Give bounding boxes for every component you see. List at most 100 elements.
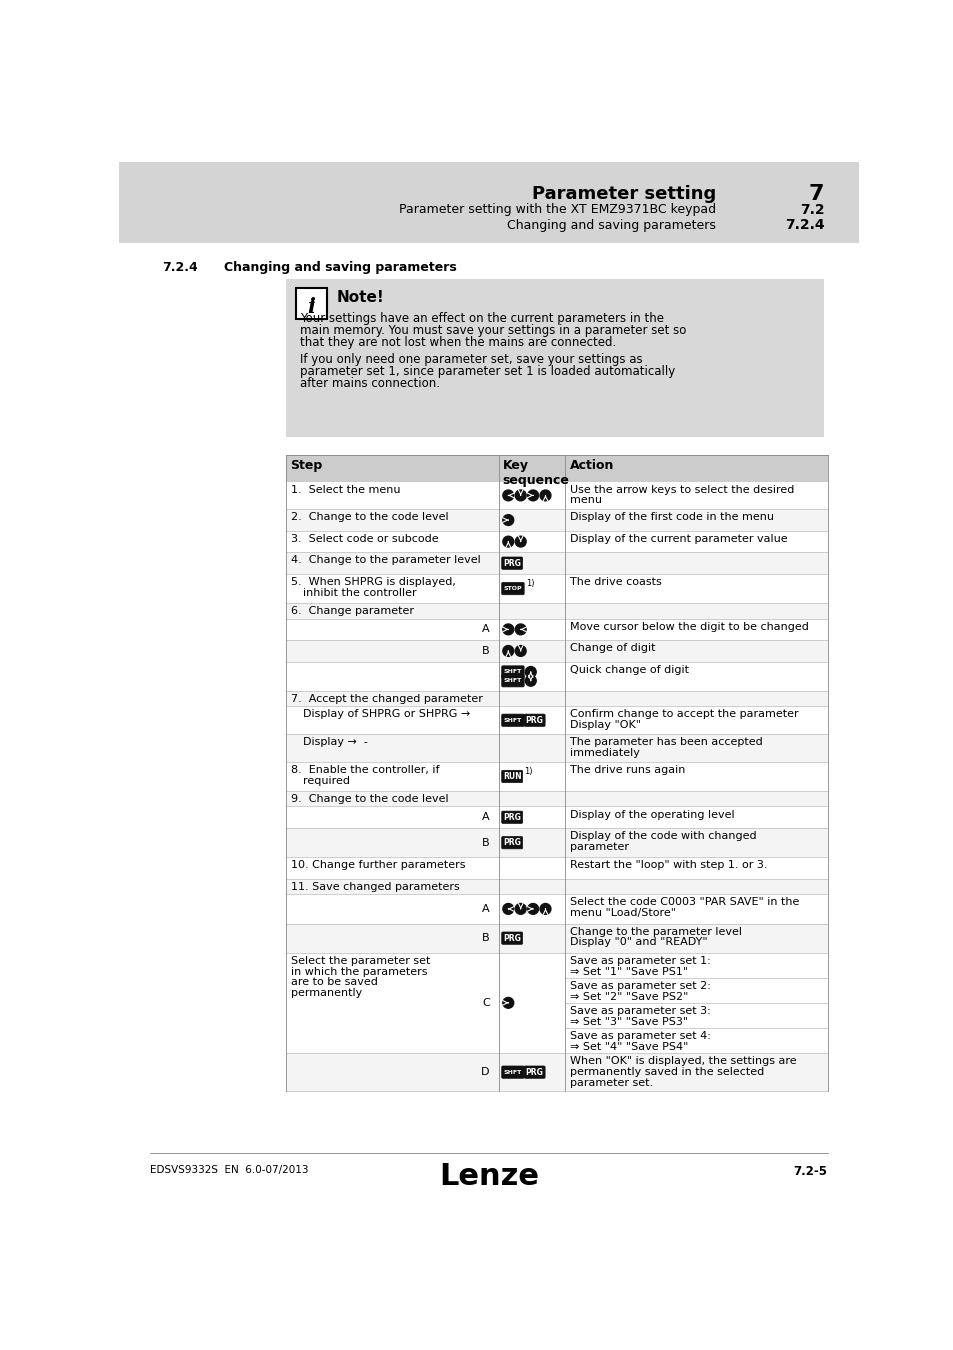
Text: 4.  Change to the parameter level: 4. Change to the parameter level: [291, 555, 479, 566]
Circle shape: [502, 903, 513, 914]
Text: parameter: parameter: [569, 842, 628, 852]
Text: PRG: PRG: [525, 716, 543, 725]
Text: 1): 1): [525, 579, 534, 589]
Text: The drive coasts: The drive coasts: [569, 576, 660, 587]
Bar: [286, 603, 827, 618]
Text: 2.  Change to the code level: 2. Change to the code level: [291, 513, 448, 522]
Circle shape: [502, 624, 513, 634]
Bar: [286, 879, 827, 894]
Text: 7.2: 7.2: [799, 202, 823, 217]
Bar: [286, 279, 823, 437]
Text: 5.  When SHPRG is displayed,: 5. When SHPRG is displayed,: [291, 576, 455, 587]
Circle shape: [502, 490, 513, 501]
Text: The parameter has been accepted: The parameter has been accepted: [569, 737, 761, 747]
Text: Save as parameter set 3:: Save as parameter set 3:: [569, 1006, 710, 1017]
Circle shape: [527, 903, 537, 914]
Text: Key
sequence: Key sequence: [502, 459, 569, 487]
Text: Display of the current parameter value: Display of the current parameter value: [569, 533, 786, 544]
Text: in which the parameters: in which the parameters: [291, 967, 427, 976]
Text: Use the arrow keys to select the desired: Use the arrow keys to select the desired: [569, 485, 793, 494]
Bar: [286, 734, 827, 761]
Bar: [286, 923, 827, 953]
Bar: [286, 640, 827, 662]
Text: SHFT: SHFT: [503, 1069, 521, 1075]
Text: Action: Action: [569, 459, 614, 472]
Text: B: B: [481, 933, 489, 944]
Text: SHFT: SHFT: [503, 670, 521, 675]
Text: STOP: STOP: [503, 586, 521, 591]
Text: B: B: [481, 838, 489, 848]
Circle shape: [525, 667, 536, 678]
Circle shape: [539, 903, 550, 914]
Bar: [295, 289, 327, 319]
Text: ⇒ Set "4" "Save PS4": ⇒ Set "4" "Save PS4": [569, 1042, 687, 1052]
Text: that they are not lost when the mains are connected.: that they are not lost when the mains ar…: [299, 336, 616, 350]
Bar: [286, 662, 827, 691]
Text: Display of the operating level: Display of the operating level: [569, 810, 734, 819]
Text: SHFT: SHFT: [503, 678, 521, 683]
Bar: [286, 791, 827, 806]
Text: 7.2.4: 7.2.4: [784, 219, 823, 232]
Text: Move cursor below the digit to be changed: Move cursor below the digit to be change…: [569, 622, 807, 632]
Circle shape: [515, 903, 525, 914]
FancyBboxPatch shape: [501, 675, 523, 687]
Text: 7.  Accept the changed parameter: 7. Accept the changed parameter: [291, 694, 482, 705]
Text: 7.2-5: 7.2-5: [793, 1165, 827, 1179]
Text: Confirm change to accept the parameter: Confirm change to accept the parameter: [569, 710, 798, 720]
Text: RUN: RUN: [502, 772, 521, 780]
Text: 1.  Select the menu: 1. Select the menu: [291, 485, 399, 494]
Circle shape: [502, 645, 513, 656]
Text: Display of the first code in the menu: Display of the first code in the menu: [569, 513, 773, 522]
FancyBboxPatch shape: [501, 666, 523, 678]
Text: Change to the parameter level: Change to the parameter level: [569, 926, 740, 937]
FancyBboxPatch shape: [501, 771, 522, 783]
Bar: [286, 761, 827, 791]
Text: menu: menu: [569, 495, 601, 505]
Text: Save as parameter set 1:: Save as parameter set 1:: [569, 956, 710, 965]
Text: B: B: [481, 645, 489, 656]
Bar: [286, 455, 827, 482]
Bar: [286, 552, 827, 574]
Bar: [286, 1053, 827, 1091]
Bar: [286, 691, 827, 706]
Text: Select the parameter set: Select the parameter set: [291, 956, 430, 965]
Text: 7.2.4: 7.2.4: [162, 261, 197, 274]
Text: i: i: [307, 297, 315, 317]
Circle shape: [539, 490, 550, 501]
Circle shape: [502, 998, 513, 1008]
Text: permanently: permanently: [291, 988, 361, 998]
Text: A: A: [481, 813, 489, 822]
FancyBboxPatch shape: [501, 582, 523, 595]
Text: Select the code C0003 "PAR SAVE" in the: Select the code C0003 "PAR SAVE" in the: [569, 898, 798, 907]
Text: Display "OK": Display "OK": [569, 721, 639, 730]
Circle shape: [502, 514, 513, 525]
Bar: [286, 531, 827, 552]
Text: permanently saved in the selected: permanently saved in the selected: [569, 1066, 763, 1077]
Text: required: required: [303, 776, 350, 786]
Text: ⇒ Set "2" "Save PS2": ⇒ Set "2" "Save PS2": [569, 992, 687, 1002]
Text: parameter set 1, since parameter set 1 is loaded automatically: parameter set 1, since parameter set 1 i…: [299, 364, 675, 378]
Text: Changing and saving parameters: Changing and saving parameters: [224, 261, 456, 274]
Text: PRG: PRG: [503, 559, 520, 567]
Text: C: C: [481, 998, 489, 1008]
Text: A: A: [481, 625, 489, 634]
Text: Display "0" and "READY": Display "0" and "READY": [569, 937, 706, 948]
Bar: [119, 162, 858, 243]
Text: Save as parameter set 4:: Save as parameter set 4:: [569, 1031, 710, 1041]
Text: 3.  Select code or subcode: 3. Select code or subcode: [291, 533, 437, 544]
Text: parameter set.: parameter set.: [569, 1077, 652, 1088]
FancyBboxPatch shape: [523, 1066, 544, 1079]
Text: The drive runs again: The drive runs again: [569, 765, 684, 775]
Text: inhibit the controller: inhibit the controller: [303, 587, 416, 598]
Text: are to be saved: are to be saved: [291, 977, 377, 987]
Text: Changing and saving parameters: Changing and saving parameters: [507, 219, 716, 232]
Text: ⇒ Set "3" "Save PS3": ⇒ Set "3" "Save PS3": [569, 1017, 687, 1027]
Circle shape: [515, 536, 525, 547]
Text: A: A: [481, 904, 489, 914]
Bar: [286, 509, 827, 531]
Text: Restart the "loop" with step 1. or 3.: Restart the "loop" with step 1. or 3.: [569, 860, 766, 871]
Text: immediately: immediately: [569, 748, 639, 757]
Text: Step: Step: [291, 459, 322, 472]
Text: 10. Change further parameters: 10. Change further parameters: [291, 860, 464, 871]
Bar: [286, 828, 827, 857]
